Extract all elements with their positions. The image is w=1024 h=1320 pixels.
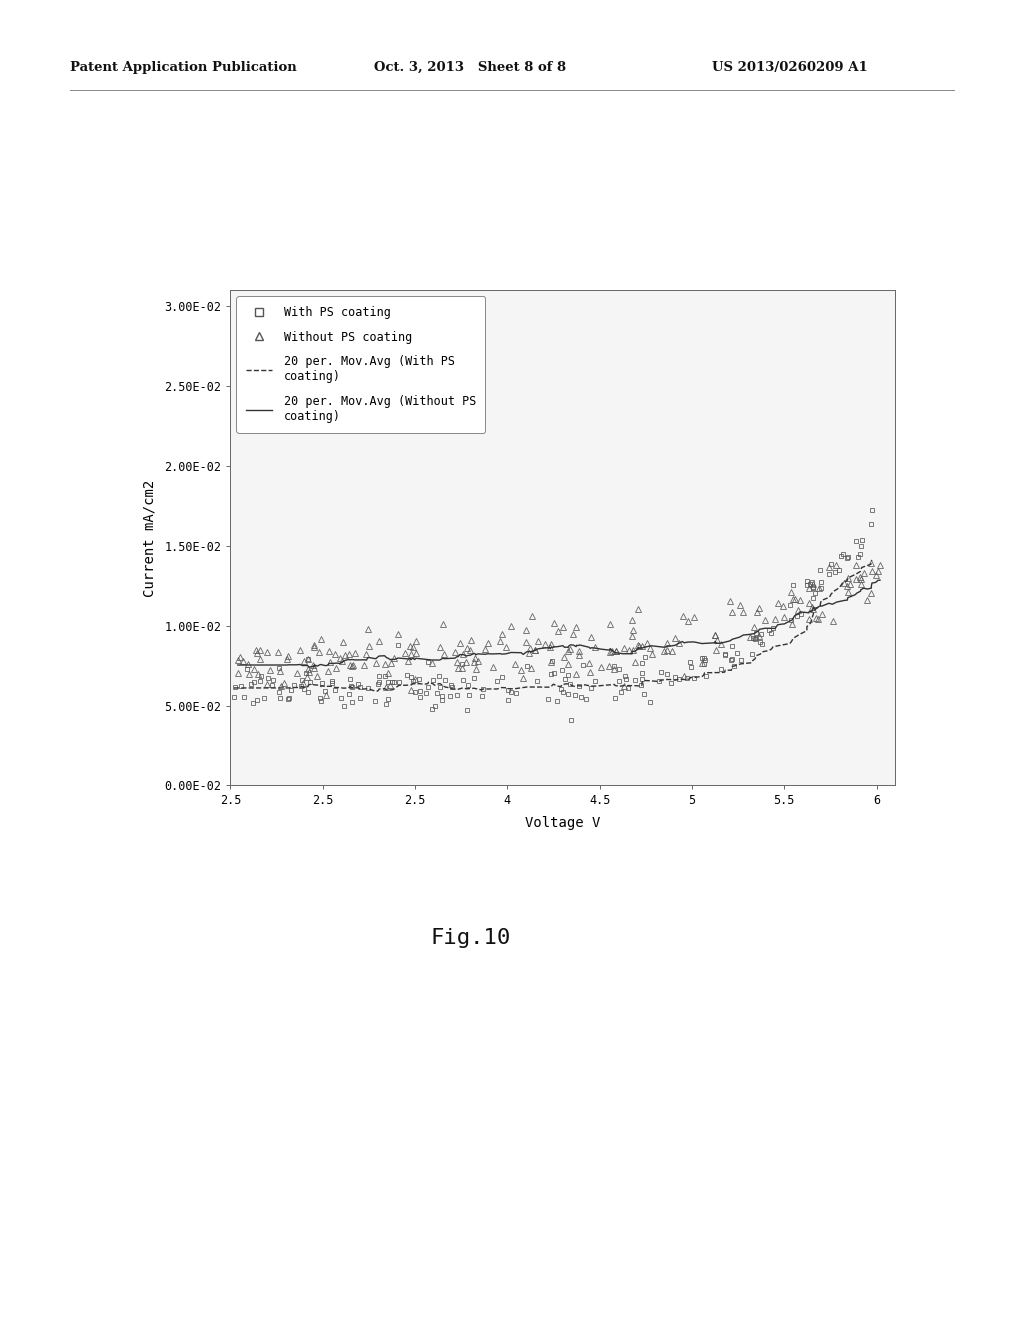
Text: Fig.10: Fig.10 — [431, 928, 511, 948]
Legend: With PS coating, Without PS coating, 20 per. Mov.Avg (With PS
coating), 20 per. : With PS coating, Without PS coating, 20 … — [237, 296, 485, 433]
Text: US 2013/0260209 A1: US 2013/0260209 A1 — [712, 61, 867, 74]
Text: Oct. 3, 2013   Sheet 8 of 8: Oct. 3, 2013 Sheet 8 of 8 — [374, 61, 566, 74]
Y-axis label: Current mA/cm2: Current mA/cm2 — [142, 479, 156, 597]
X-axis label: Voltage V: Voltage V — [525, 816, 600, 830]
Text: Patent Application Publication: Patent Application Publication — [70, 61, 296, 74]
